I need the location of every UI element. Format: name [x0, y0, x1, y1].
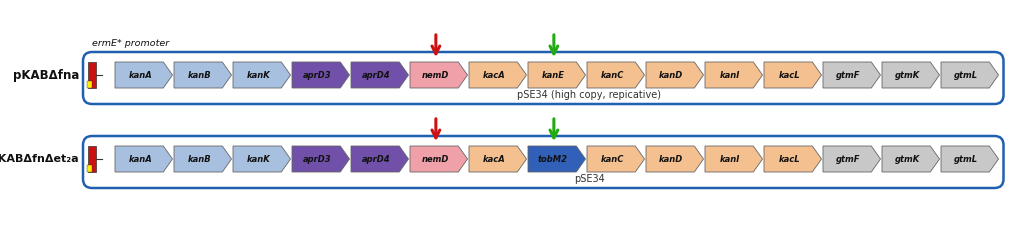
Text: kacA: kacA: [483, 155, 505, 164]
Polygon shape: [941, 62, 998, 88]
Text: kanC: kanC: [601, 70, 624, 79]
Polygon shape: [587, 62, 645, 88]
Polygon shape: [469, 146, 527, 172]
Polygon shape: [233, 62, 290, 88]
Polygon shape: [764, 62, 821, 88]
Polygon shape: [705, 146, 763, 172]
Text: pKABΔfna: pKABΔfna: [12, 69, 79, 82]
Text: tobM2: tobM2: [538, 155, 568, 164]
Polygon shape: [115, 146, 172, 172]
Polygon shape: [587, 146, 645, 172]
Polygon shape: [292, 62, 350, 88]
Text: gtmF: gtmF: [835, 70, 860, 79]
Text: gtmF: gtmF: [835, 155, 860, 164]
Polygon shape: [174, 62, 232, 88]
Text: ermE* promoter: ermE* promoter: [92, 39, 169, 48]
Text: kanA: kanA: [128, 155, 152, 164]
Text: kanD: kanD: [659, 70, 684, 79]
Text: kanA: kanA: [128, 70, 152, 79]
Text: kacL: kacL: [778, 155, 800, 164]
Text: gtmK: gtmK: [895, 70, 919, 79]
Polygon shape: [233, 146, 290, 172]
Bar: [86, 165, 91, 172]
Text: pSE34: pSE34: [574, 174, 605, 184]
Polygon shape: [528, 146, 585, 172]
Text: nemD: nemD: [421, 155, 449, 164]
Text: kacL: kacL: [778, 70, 800, 79]
Polygon shape: [646, 62, 703, 88]
Bar: [86, 81, 91, 88]
Text: kacA: kacA: [483, 70, 505, 79]
Text: gtmK: gtmK: [895, 155, 919, 164]
Polygon shape: [292, 146, 350, 172]
Polygon shape: [528, 62, 585, 88]
Polygon shape: [941, 146, 998, 172]
Text: kanB: kanB: [188, 155, 211, 164]
Polygon shape: [410, 62, 467, 88]
Text: kanI: kanI: [720, 70, 740, 79]
Polygon shape: [174, 146, 232, 172]
Text: aprD3: aprD3: [302, 70, 331, 79]
Bar: [88, 62, 96, 88]
Polygon shape: [823, 146, 880, 172]
Text: kanK: kanK: [246, 70, 270, 79]
Text: kanE: kanE: [541, 70, 565, 79]
Text: gtmL: gtmL: [954, 155, 978, 164]
Polygon shape: [823, 62, 880, 88]
Text: kanK: kanK: [246, 155, 270, 164]
Polygon shape: [646, 146, 703, 172]
Polygon shape: [764, 146, 821, 172]
Text: aprD3: aprD3: [302, 155, 331, 164]
Polygon shape: [469, 62, 527, 88]
Text: kanD: kanD: [659, 155, 684, 164]
Text: kanB: kanB: [188, 70, 211, 79]
Polygon shape: [882, 62, 940, 88]
Bar: [88, 146, 96, 172]
Text: gtmL: gtmL: [954, 70, 978, 79]
Text: aprD4: aprD4: [362, 155, 391, 164]
Polygon shape: [351, 146, 409, 172]
Text: pSE34 (high copy, repicative): pSE34 (high copy, repicative): [518, 90, 661, 100]
Text: pKABΔfnΔet₂a: pKABΔfnΔet₂a: [0, 154, 79, 164]
Polygon shape: [351, 62, 409, 88]
Polygon shape: [410, 146, 467, 172]
Text: nemD: nemD: [421, 70, 449, 79]
Text: kanI: kanI: [720, 155, 740, 164]
Polygon shape: [705, 62, 763, 88]
Text: aprD4: aprD4: [362, 70, 391, 79]
Text: kanC: kanC: [601, 155, 624, 164]
Polygon shape: [882, 146, 940, 172]
Polygon shape: [115, 62, 172, 88]
